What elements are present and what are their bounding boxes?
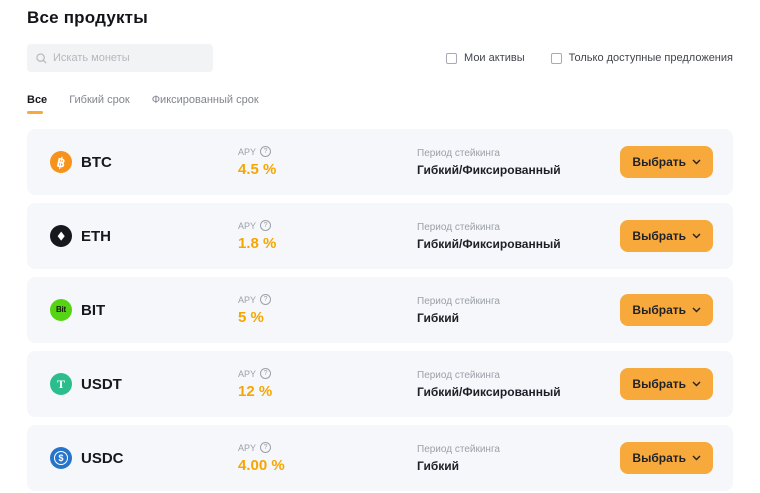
bit-coin-icon: Bit (50, 299, 72, 321)
my-assets-label: Мои активы (464, 52, 525, 64)
period-label: Период стейкинга (417, 221, 500, 233)
page-title: Все продукты (27, 8, 148, 27)
select-button[interactable]: Выбрать (620, 442, 713, 474)
apy-value: 4.00 % (238, 457, 285, 474)
filter-available-only[interactable]: Только доступные предложения (550, 52, 733, 64)
filter-my-assets[interactable]: Мои активы (446, 52, 525, 64)
btc-coin-icon: ฿ (50, 151, 72, 173)
chevron-down-icon (692, 455, 701, 461)
eth-coin-icon: ◆ (50, 225, 72, 247)
my-assets-checkbox[interactable] (446, 52, 458, 64)
chevron-down-icon (692, 307, 701, 313)
coin-name: BTC (81, 153, 112, 171)
period-cell: Период стейкинга Гибкий (417, 296, 620, 325)
apy-help-icon[interactable]: ? (260, 146, 272, 157)
apy-label: APY (238, 146, 257, 157)
apy-help-icon[interactable]: ? (260, 442, 272, 453)
product-row: ฿ BTC APY? 4.5 % Период стейкинга Гибкий… (27, 129, 733, 195)
select-button[interactable]: Выбрать (620, 146, 713, 178)
period-value: Гибкий/Фиксированный (417, 236, 561, 251)
period-cell: Период стейкинга Гибкий (417, 444, 620, 473)
period-value: Гибкий (417, 458, 460, 473)
coin-cell: Bit BIT (50, 299, 238, 321)
period-tabs: Все Гибкий срок Фиксированный срок (27, 94, 733, 114)
apy-cell: APY? 4.5 % (238, 146, 417, 178)
product-row: Bit BIT APY? 5 % Период стейкинга Гибкий… (27, 277, 733, 343)
period-label: Период стейкинга (417, 443, 500, 455)
controls-row: Мои активы Только доступные предложения (27, 44, 733, 72)
product-row: T USDT APY? 12 % Период стейкинга Гибкий… (27, 351, 733, 417)
coin-cell: ◆ ETH (50, 225, 238, 247)
apy-cell: APY? 12 % (238, 368, 417, 400)
coin-name: USDC (81, 449, 124, 467)
filter-checkboxes: Мои активы Только доступные предложения (446, 52, 733, 64)
search-input[interactable] (53, 52, 204, 64)
apy-value: 5 % (238, 309, 264, 326)
coin-cell: ฿ BTC (50, 151, 238, 173)
search-box[interactable] (27, 44, 213, 72)
tab-fixed[interactable]: Фиксированный срок (151, 94, 259, 106)
coin-name: BIT (81, 301, 106, 319)
available-only-label: Только доступные предложения (568, 52, 733, 64)
apy-value: 4.5 % (238, 161, 277, 178)
active-tab-underline (27, 111, 43, 114)
apy-help-icon[interactable]: ? (260, 368, 272, 379)
period-cell: Период стейкинга Гибкий/Фиксированный (417, 222, 620, 251)
apy-value: 1.8 % (238, 235, 277, 252)
select-button[interactable]: Выбрать (620, 294, 713, 326)
period-cell: Период стейкинга Гибкий/Фиксированный (417, 370, 620, 399)
period-cell: Период стейкинга Гибкий/Фиксированный (417, 148, 620, 177)
apy-label: APY (238, 368, 257, 379)
coin-name: ETH (81, 227, 111, 245)
period-label: Период стейкинга (417, 295, 500, 307)
apy-help-icon[interactable]: ? (260, 294, 272, 305)
usdc-coin-icon: $ (50, 447, 72, 469)
select-button[interactable]: Выбрать (620, 220, 713, 252)
period-value: Гибкий/Фиксированный (417, 384, 561, 399)
product-row: $ USDC APY? 4.00 % Период стейкинга Гибк… (27, 425, 733, 491)
chevron-down-icon (692, 381, 701, 387)
apy-help-icon[interactable]: ? (260, 220, 272, 231)
apy-cell: APY? 1.8 % (238, 220, 417, 252)
available-only-checkbox[interactable] (550, 52, 562, 64)
search-icon (36, 52, 47, 64)
apy-cell: APY? 4.00 % (238, 442, 417, 474)
tab-flexible[interactable]: Гибкий срок (69, 94, 130, 106)
coin-cell: $ USDC (50, 447, 238, 469)
chevron-down-icon (692, 159, 701, 165)
product-list: ฿ BTC APY? 4.5 % Период стейкинга Гибкий… (27, 129, 733, 491)
apy-cell: APY? 5 % (238, 294, 417, 326)
chevron-down-icon (692, 233, 701, 239)
period-value: Гибкий (417, 310, 460, 325)
coin-name: USDT (81, 375, 122, 393)
coin-cell: T USDT (50, 373, 238, 395)
apy-label: APY (238, 294, 257, 305)
usdt-coin-icon: T (50, 373, 72, 395)
period-label: Период стейкинга (417, 369, 500, 381)
apy-label: APY (238, 220, 257, 231)
period-value: Гибкий/Фиксированный (417, 162, 561, 177)
product-row: ◆ ETH APY? 1.8 % Период стейкинга Гибкий… (27, 203, 733, 269)
apy-value: 12 % (238, 383, 273, 400)
period-label: Период стейкинга (417, 147, 500, 159)
select-button[interactable]: Выбрать (620, 368, 713, 400)
apy-label: APY (238, 442, 257, 453)
tab-all[interactable]: Все (27, 94, 47, 114)
